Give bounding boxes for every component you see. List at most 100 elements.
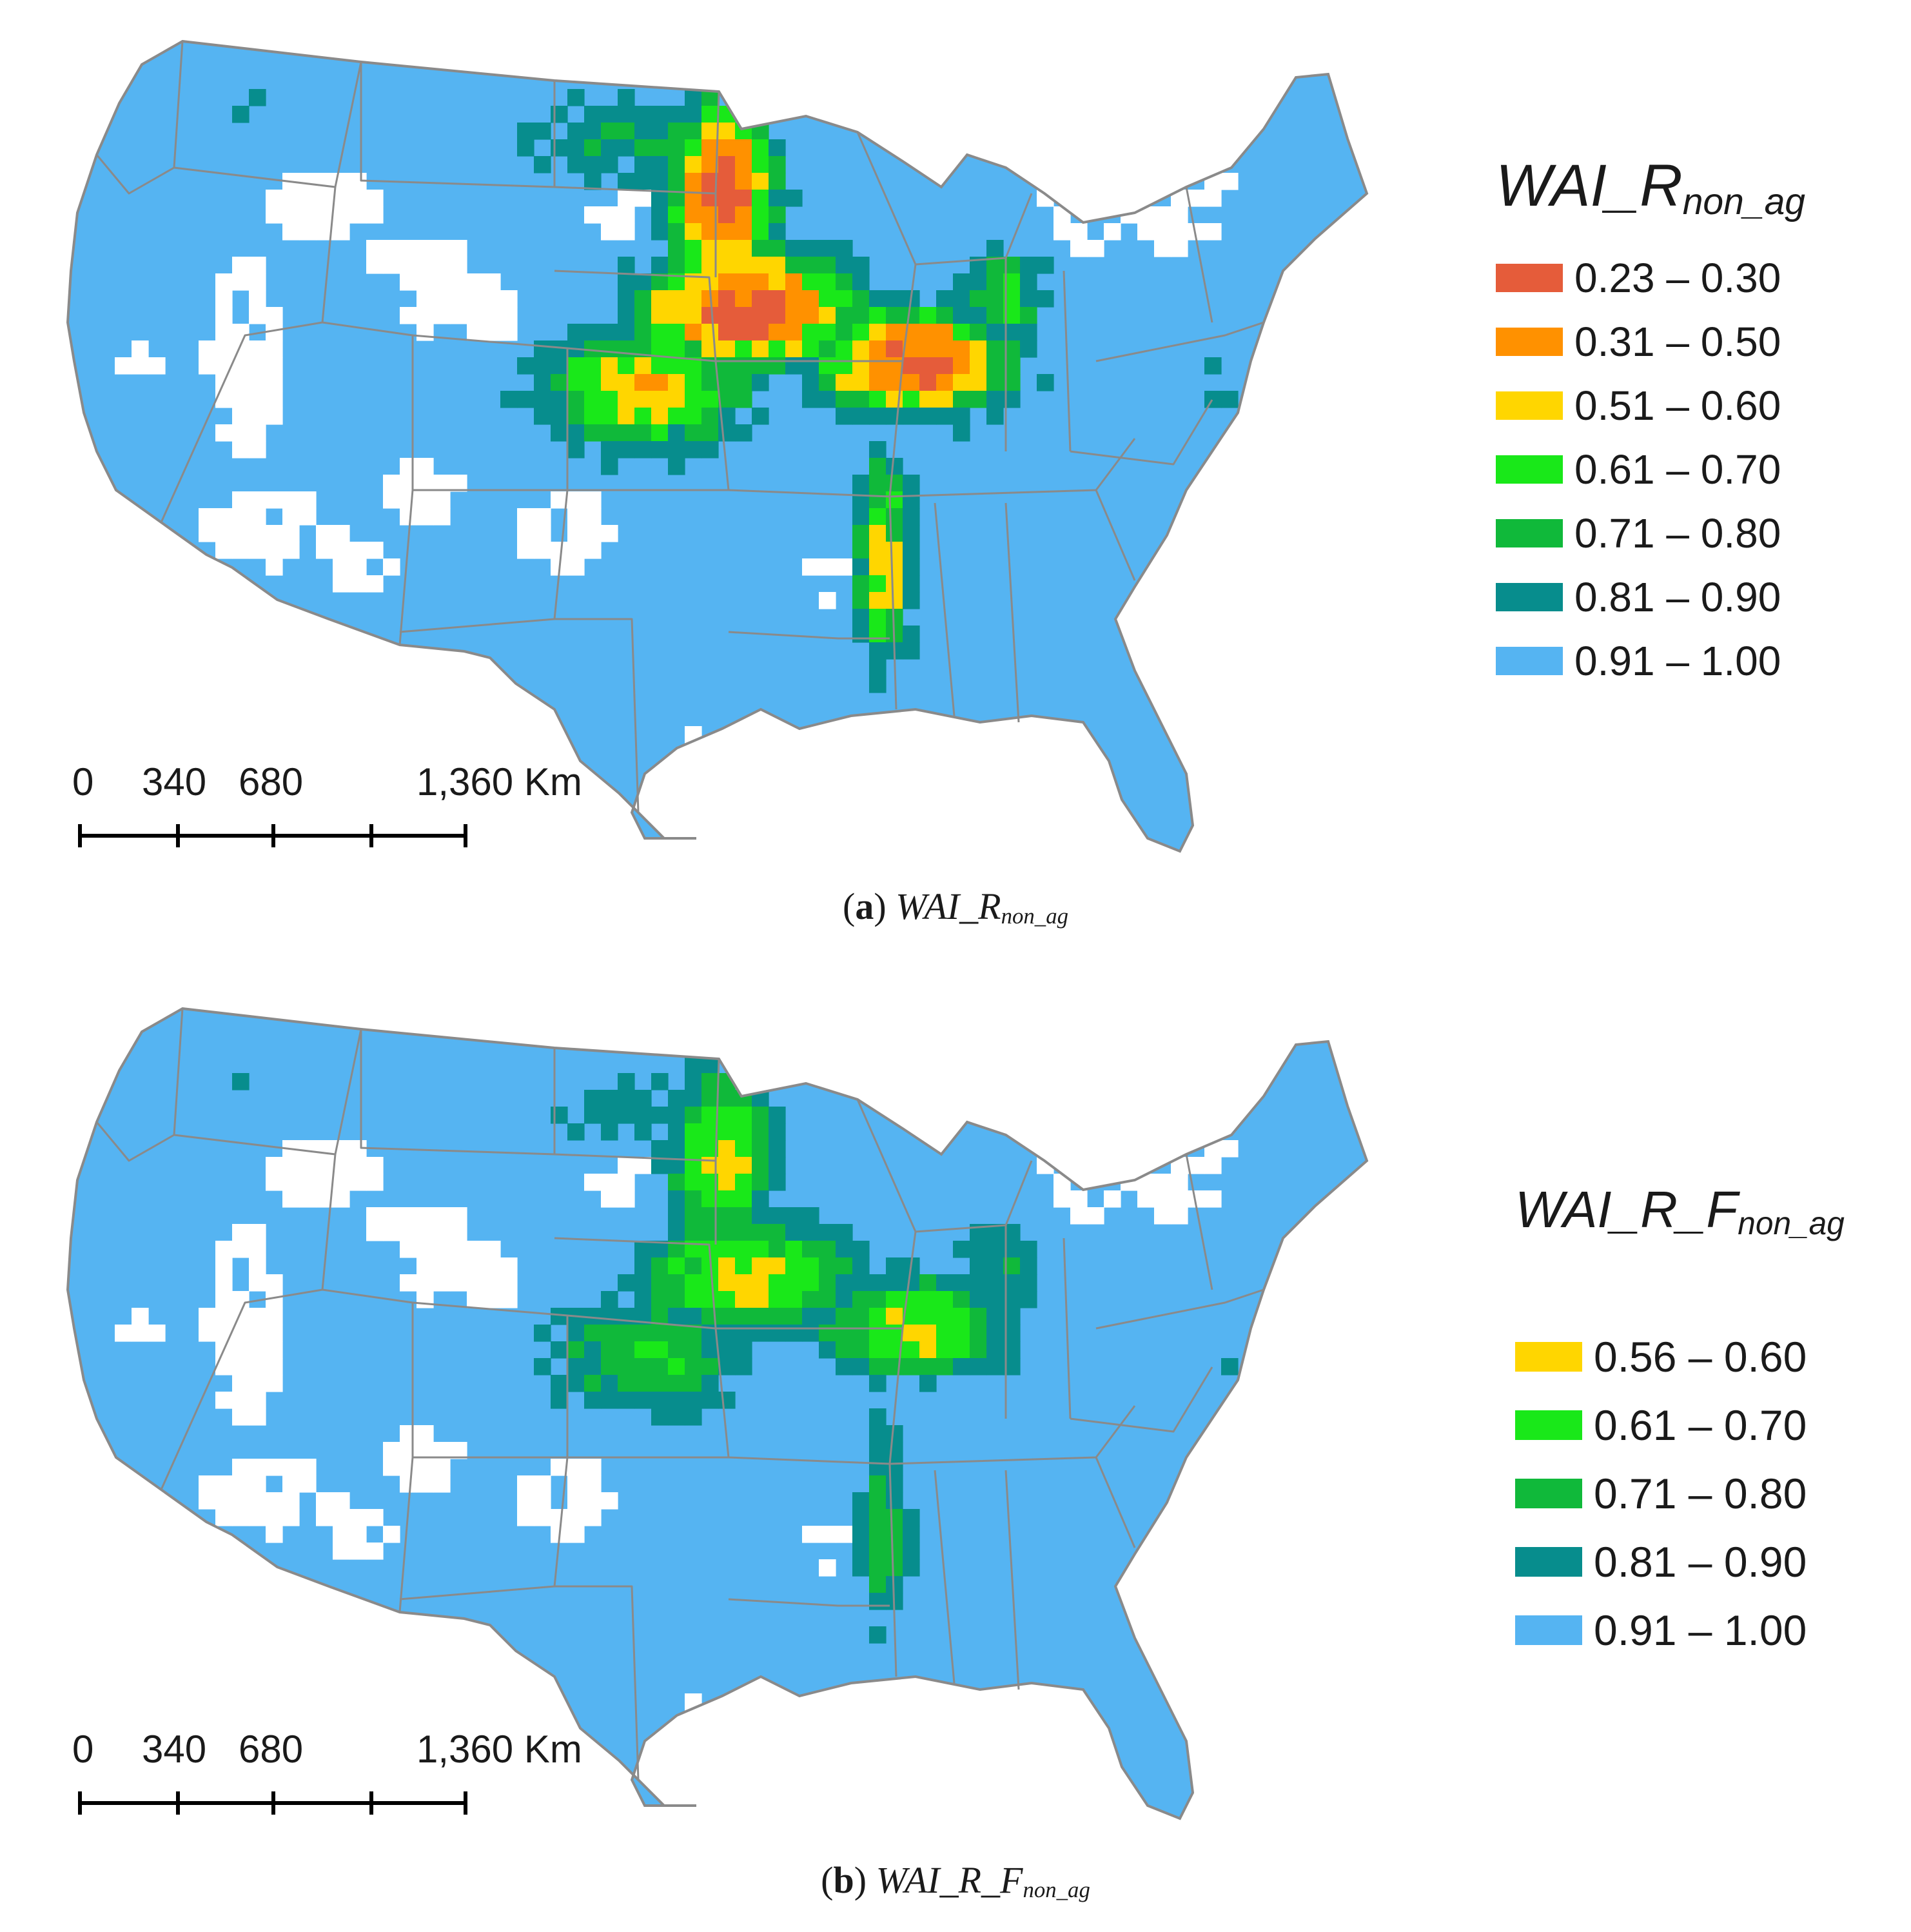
grid-cell [584, 1509, 602, 1526]
grid-cell [718, 357, 736, 375]
grid-cell [718, 424, 736, 442]
legend-swatch [1496, 647, 1563, 675]
grid-cell [634, 424, 652, 442]
grid-cell [1070, 223, 1088, 241]
grid-cell [919, 307, 937, 324]
grid-cell [718, 123, 736, 140]
state-boundary [1095, 489, 1136, 581]
grid-cell [752, 1174, 769, 1191]
grid-cell [601, 408, 618, 425]
grid-cell [869, 391, 887, 408]
state-boundaries [95, 1008, 1264, 1780]
state-boundary [716, 1327, 904, 1465]
grid-cell [886, 525, 903, 542]
legend-swatch [1496, 455, 1563, 484]
grid-cell [869, 408, 887, 425]
grid-cell [266, 1526, 283, 1543]
grid-cell [534, 542, 551, 559]
grid-cell [534, 391, 551, 408]
state-boundary [554, 270, 717, 362]
grid-cell [249, 1224, 266, 1241]
grid-cell [735, 1157, 752, 1174]
grid-cell [701, 391, 719, 408]
grid-cell [852, 307, 870, 324]
grid-cell [232, 1325, 250, 1342]
grid-cell [752, 1207, 769, 1225]
grid-cell [618, 190, 635, 207]
grid-cell [249, 340, 266, 358]
grid-cell [769, 240, 786, 257]
grid-cell [634, 273, 652, 291]
grid-cell [802, 1224, 819, 1241]
grid-cell [1020, 1241, 1037, 1258]
grid-cell [601, 123, 618, 140]
grid-cell [953, 1308, 970, 1325]
grid-cell [333, 1190, 350, 1208]
grid-cell [618, 1107, 635, 1124]
grid-cell [869, 508, 887, 526]
grid-cell [701, 1090, 719, 1107]
grid-cell [802, 391, 819, 408]
grid-cell [634, 1358, 652, 1375]
grid-cell [685, 1308, 702, 1325]
grid-cell [249, 525, 266, 542]
grid-cell [685, 408, 702, 425]
grid-cell [836, 324, 853, 341]
grid-cell [852, 575, 870, 593]
grid-cell [785, 1308, 803, 1325]
grid-cell [249, 1325, 266, 1342]
grid-cell [634, 1107, 652, 1124]
grid-cell [953, 1291, 970, 1308]
grid-cell [752, 324, 769, 341]
grid-cell [970, 273, 987, 291]
grid-cell [886, 508, 903, 526]
grid-cell [836, 307, 853, 324]
grid-cell [400, 1207, 417, 1225]
grid-cell [567, 1492, 585, 1510]
grid-cell [534, 1475, 551, 1493]
state-boundary [888, 1463, 897, 1677]
grid-cell [903, 626, 920, 643]
grid-cell [953, 1325, 970, 1342]
grid-cell [433, 1207, 451, 1225]
grid-cell [718, 1107, 736, 1124]
grid-cell [752, 1325, 769, 1342]
grid-cell [852, 491, 870, 509]
grid-cell [752, 1291, 769, 1308]
grid-cell [919, 374, 937, 391]
grid-cell [249, 441, 266, 458]
grid-cell [953, 1241, 970, 1258]
state-boundary [322, 321, 414, 646]
grid-cell [769, 156, 786, 173]
grid-cell [752, 240, 769, 257]
grid-cell [685, 1107, 702, 1124]
state-boundary [1004, 502, 1020, 723]
grid-cell [651, 391, 669, 408]
grid-cell [266, 357, 283, 375]
grid-cell [601, 206, 618, 224]
grid-cell [1037, 290, 1054, 308]
grid-cell [785, 357, 803, 375]
grid-cell [584, 106, 602, 123]
grid-cell [903, 558, 920, 576]
grid-cell [718, 1325, 736, 1342]
legend-item: 0.61 – 0.70 [1496, 446, 1781, 493]
grid-cell [534, 525, 551, 542]
grid-cell [869, 1308, 887, 1325]
grid-cell [802, 1325, 819, 1342]
grid-cell [886, 1325, 903, 1342]
grid-cell [634, 139, 652, 157]
grid-cell [584, 1459, 602, 1476]
grid-cell [601, 223, 618, 241]
grid-cell [1171, 240, 1188, 257]
grid-cell [1020, 290, 1037, 308]
grid-cell [567, 1509, 585, 1526]
grid-cell [802, 324, 819, 341]
grid-cell [584, 1475, 602, 1493]
grid-cell [718, 1274, 736, 1292]
choropleth-map-b [66, 1007, 1369, 1820]
grid-cell [517, 1492, 534, 1510]
grid-cell [551, 391, 568, 408]
grid-cell [886, 1257, 903, 1275]
grid-cell [416, 458, 434, 475]
